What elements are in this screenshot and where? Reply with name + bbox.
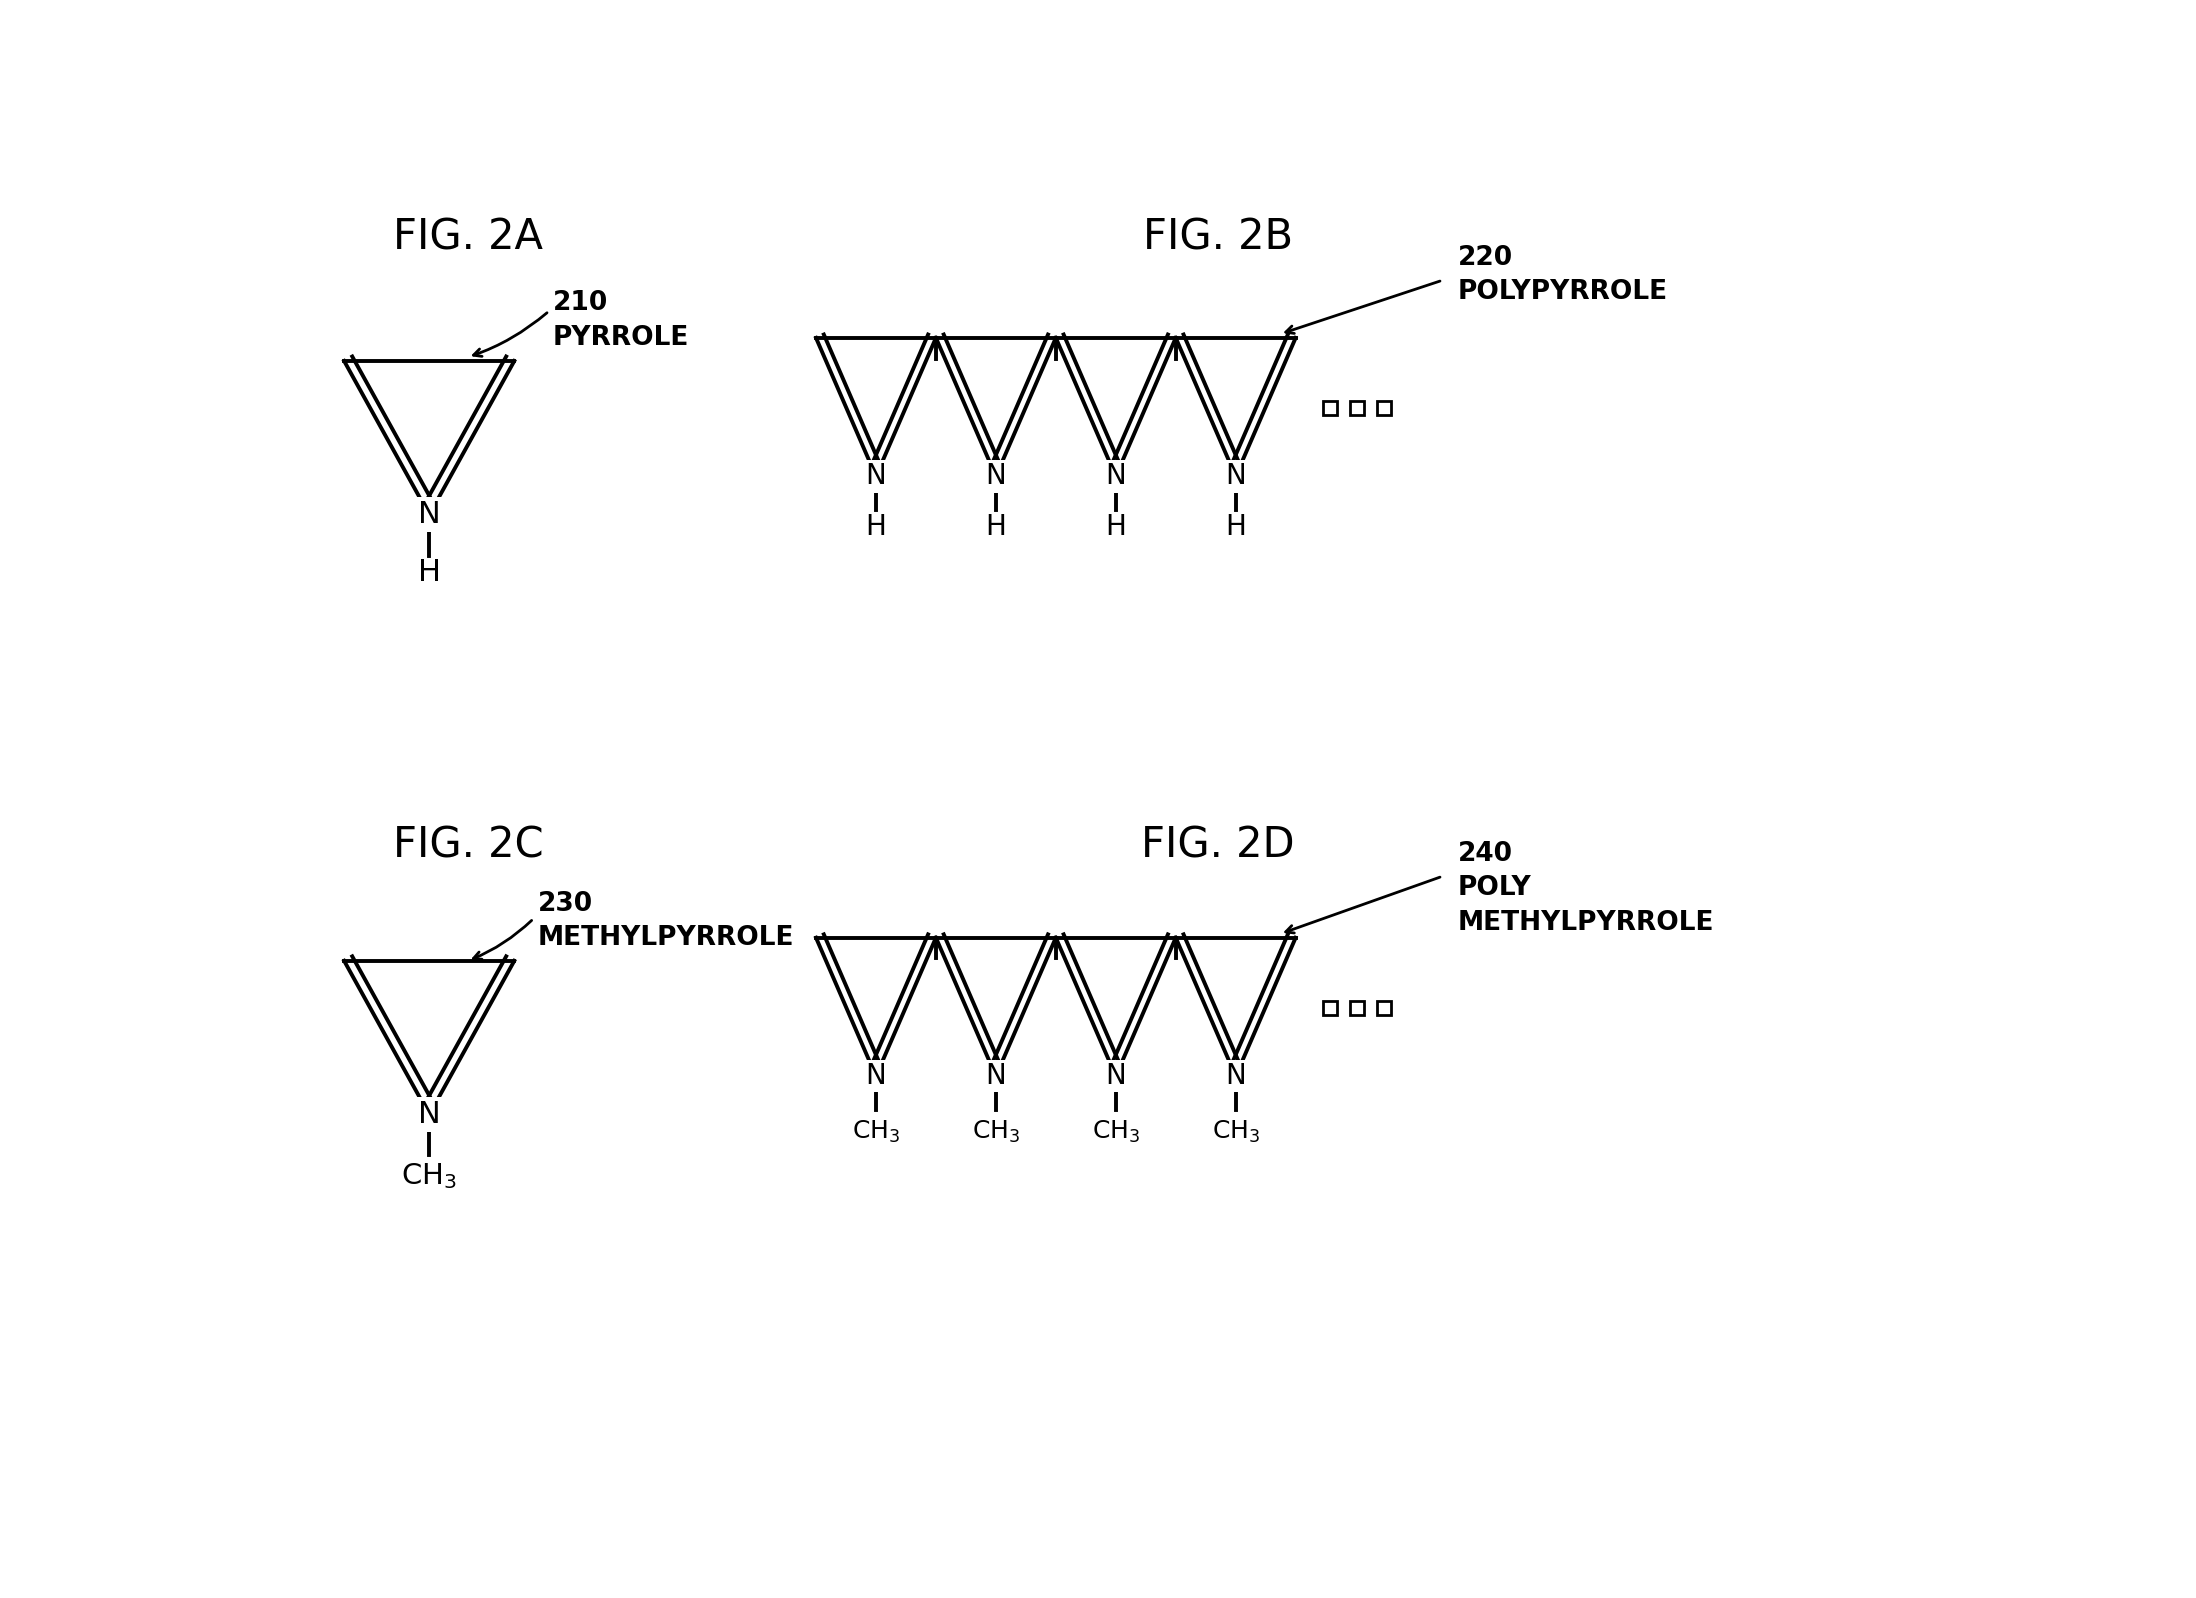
Bar — [1351, 401, 1364, 415]
Text: CH$_3$: CH$_3$ — [1212, 1119, 1261, 1144]
Text: N: N — [1105, 462, 1127, 491]
Bar — [1351, 1000, 1364, 1015]
Text: H: H — [986, 513, 1006, 542]
Text: CH$_3$: CH$_3$ — [402, 1162, 457, 1191]
Text: H: H — [417, 558, 441, 586]
Text: N: N — [865, 462, 887, 491]
Text: CH$_3$: CH$_3$ — [852, 1119, 900, 1144]
Text: CH$_3$: CH$_3$ — [1091, 1119, 1140, 1144]
Text: CH$_3$: CH$_3$ — [973, 1119, 1019, 1144]
Text: N: N — [986, 1063, 1006, 1090]
Text: FIG. 2D: FIG. 2D — [1142, 825, 1296, 866]
Text: N: N — [1225, 462, 1245, 491]
Bar — [1322, 401, 1337, 415]
Bar — [1377, 401, 1390, 415]
Text: N: N — [417, 500, 441, 529]
Text: H: H — [1105, 513, 1127, 542]
Text: N: N — [986, 462, 1006, 491]
Text: H: H — [865, 513, 887, 542]
Text: POLY: POLY — [1458, 876, 1533, 901]
Text: N: N — [1105, 1063, 1127, 1090]
Text: POLYPYRROLE: POLYPYRROLE — [1458, 280, 1669, 305]
Text: 220: 220 — [1458, 244, 1513, 270]
Text: FIG. 2A: FIG. 2A — [393, 217, 542, 259]
Text: PYRROLE: PYRROLE — [553, 324, 690, 352]
Text: 230: 230 — [538, 890, 593, 917]
Text: 210: 210 — [553, 291, 608, 316]
Text: METHYLPYRROLE: METHYLPYRROLE — [1458, 909, 1715, 936]
Text: FIG. 2C: FIG. 2C — [393, 825, 542, 866]
Text: FIG. 2B: FIG. 2B — [1144, 217, 1293, 259]
Text: N: N — [865, 1063, 887, 1090]
Text: METHYLPYRROLE: METHYLPYRROLE — [538, 925, 795, 951]
Text: N: N — [1225, 1063, 1245, 1090]
Text: N: N — [417, 1099, 441, 1130]
Bar — [1322, 1000, 1337, 1015]
Text: 240: 240 — [1458, 841, 1513, 866]
Text: H: H — [1225, 513, 1245, 542]
Bar — [1377, 1000, 1390, 1015]
